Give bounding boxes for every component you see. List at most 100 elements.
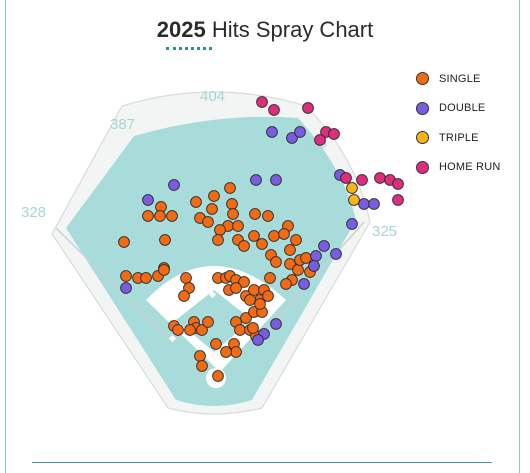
left-foul-line [55, 227, 171, 341]
hit-point-double [310, 250, 322, 262]
hit-point-single [166, 210, 178, 222]
hit-point-single [227, 208, 239, 220]
chart-frame [5, 0, 520, 473]
hit-point-single [270, 256, 282, 268]
hit-point-double [250, 174, 262, 186]
hit-point-single [196, 360, 208, 372]
third-base [168, 334, 177, 343]
hit-point-double [298, 278, 310, 290]
hit-point-single [280, 278, 292, 290]
chart-title: 2025 Hits Spray Chart [0, 17, 530, 43]
distance-left: 328 [21, 204, 46, 221]
hit-point-single [120, 270, 132, 282]
hit-point-single [234, 324, 246, 336]
hit-point-single [240, 312, 252, 324]
hit-point-double [286, 132, 298, 144]
hit-point-single [224, 182, 236, 194]
hit-point-double [308, 260, 320, 272]
hit-point-single [262, 210, 274, 222]
hit-point-single [278, 228, 290, 240]
hit-point-single [212, 234, 224, 246]
hit-point-single [184, 324, 196, 336]
legend-label-triple: TRIPLE [439, 131, 479, 144]
bottom-rule [32, 462, 492, 463]
hit-point-double [294, 126, 306, 138]
hit-point-home-run [328, 128, 340, 140]
hit-point-single [264, 272, 276, 284]
hit-point-home-run [268, 104, 280, 116]
title-underline [166, 47, 212, 50]
hit-point-double [318, 240, 330, 252]
second-base [208, 290, 217, 299]
hit-point-single [292, 264, 304, 276]
hit-point-home-run [392, 194, 404, 206]
hit-point-double [346, 218, 358, 230]
chart-title-text: Hits Spray Chart [211, 17, 374, 42]
hit-point-double [168, 179, 180, 191]
hit-point-double [270, 174, 282, 186]
hit-point-single [178, 290, 190, 302]
hit-point-single [284, 244, 296, 256]
legend-item-double: DOUBLE [416, 94, 501, 124]
legend-item-triple: TRIPLE [416, 123, 501, 153]
hit-point-single [142, 210, 154, 222]
hit-point-single [256, 238, 268, 250]
hit-point-double [266, 126, 278, 138]
hit-point-single [290, 234, 302, 246]
hit-point-single [254, 298, 266, 310]
hit-point-double [252, 334, 264, 346]
distance-left-center: 387 [110, 116, 135, 133]
hit-point-single [172, 324, 184, 336]
hit-point-single [212, 370, 224, 382]
hit-point-single [210, 338, 222, 350]
hit-point-single [238, 276, 250, 288]
hit-point-single [214, 224, 226, 236]
hit-point-double [270, 318, 282, 330]
chart-title-year: 2025 [156, 17, 206, 42]
hit-point-single [300, 252, 312, 264]
hit-point-single [232, 220, 244, 232]
hit-point-double [330, 248, 342, 260]
hit-point-single [249, 208, 261, 220]
hit-point-triple [346, 182, 358, 194]
legend-label-home-run: HOME RUN [439, 161, 501, 174]
hit-point-home-run [314, 134, 326, 146]
hit-point-home-run [340, 172, 352, 184]
hit-point-single [230, 282, 242, 294]
hit-point-single [202, 316, 214, 328]
hit-point-single [194, 350, 206, 362]
distance-center: 404 [200, 88, 225, 105]
hit-point-single [196, 324, 208, 336]
hit-point-double [120, 282, 132, 294]
hit-point-single [247, 322, 259, 334]
legend-item-single: SINGLE [416, 64, 501, 94]
hit-points [118, 96, 404, 382]
legend-swatch-double [416, 101, 429, 115]
hit-point-single [226, 198, 238, 210]
hit-point-single [268, 230, 280, 242]
hit-point-single [180, 272, 192, 284]
hit-point-single [244, 294, 256, 306]
legend-swatch-single [416, 72, 429, 86]
legend-label-single: SINGLE [439, 72, 481, 85]
hit-point-double [368, 198, 380, 210]
hit-point-single [230, 346, 242, 358]
hit-point-single [284, 258, 296, 270]
hit-point-single [190, 196, 202, 208]
hit-point-home-run [302, 102, 314, 114]
hit-point-single [154, 210, 166, 222]
hit-point-single [140, 272, 152, 284]
hit-point-home-run [392, 178, 404, 190]
legend-swatch-home-run [416, 160, 429, 174]
hit-point-single [220, 346, 232, 358]
hit-point-single [202, 216, 214, 228]
hit-point-double [358, 198, 370, 210]
hit-point-single [248, 230, 260, 242]
legend-item-home-run: HOME RUN [416, 153, 501, 183]
hit-point-triple [348, 194, 360, 206]
outfield-grass [66, 116, 356, 407]
hit-point-single [208, 190, 220, 202]
legend-label-double: DOUBLE [439, 102, 486, 115]
hit-point-single [158, 264, 170, 276]
hit-point-home-run [256, 96, 268, 108]
